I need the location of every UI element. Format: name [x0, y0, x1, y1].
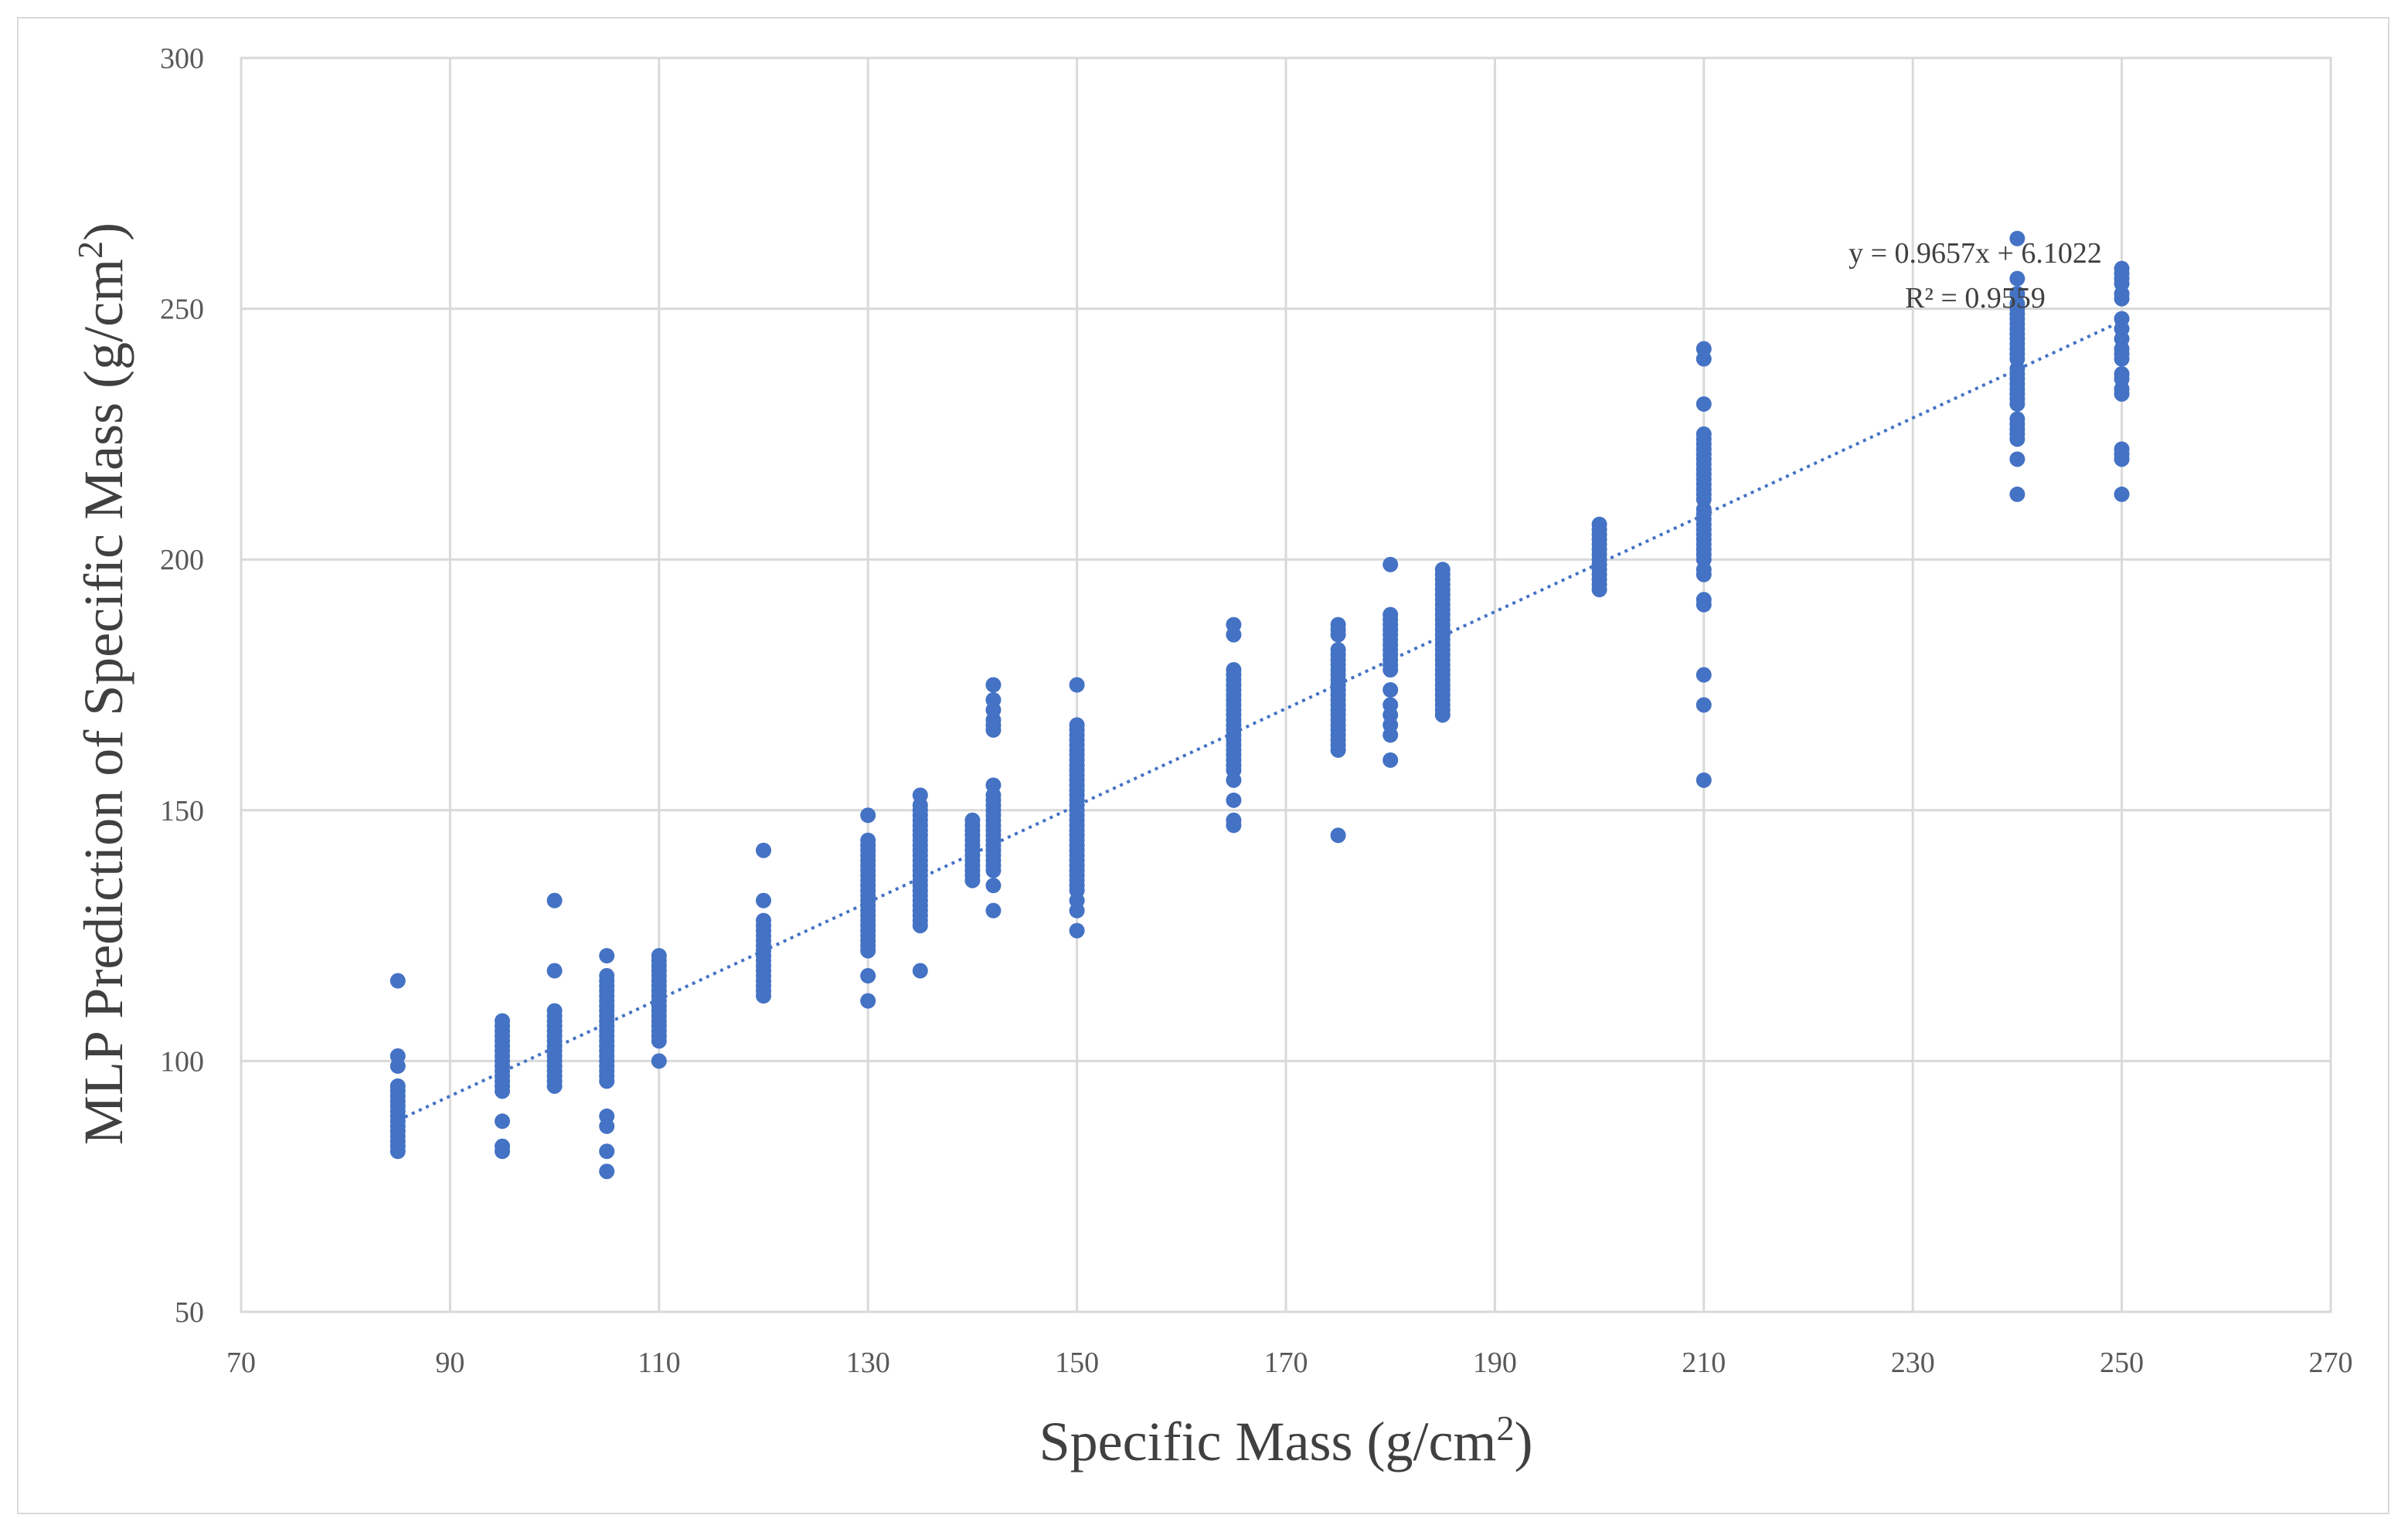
data-point [1695, 667, 1712, 683]
data-point [2009, 270, 2025, 287]
data-point [985, 902, 1002, 919]
data-point [985, 677, 1002, 693]
y-tick-label: 300 [160, 42, 204, 75]
data-point [912, 963, 928, 979]
data-point [1383, 606, 1399, 623]
data-point [756, 912, 771, 929]
trendline-r-squared: R² = 0.9559 [1905, 282, 2046, 314]
x-tick-label: 130 [846, 1347, 890, 1379]
data-point [2009, 286, 2025, 302]
data-point [599, 948, 615, 964]
data-point [495, 1138, 510, 1154]
chart-frame [17, 17, 2389, 1514]
data-point [1383, 697, 1399, 713]
data-point [1695, 426, 1712, 442]
data-point [2114, 441, 2130, 457]
data-point [1069, 922, 1085, 939]
data-point [964, 812, 981, 828]
x-tick-label: 190 [1473, 1347, 1517, 1379]
data-point [546, 1003, 563, 1019]
data-point [1383, 556, 1399, 572]
data-point [2009, 411, 2025, 427]
data-point [1695, 341, 1712, 357]
y-axis-title: MLP Prediction of Specific Mass (g/cm2) [70, 222, 134, 1145]
data-point [651, 948, 667, 964]
data-point [2114, 260, 2130, 277]
data-point [1226, 812, 1242, 828]
y-tick-label: 100 [160, 1045, 204, 1078]
data-point [2009, 230, 2025, 246]
data-points [389, 230, 2130, 1180]
x-tick-label: 250 [2100, 1347, 2144, 1379]
data-point [1330, 827, 1346, 844]
data-point [1069, 677, 1085, 693]
data-point [2009, 451, 2025, 467]
x-tick-label: 150 [1055, 1347, 1099, 1379]
data-point [1695, 772, 1712, 788]
data-point [1226, 792, 1242, 808]
data-point [389, 1078, 406, 1094]
x-tick-label: 90 [435, 1347, 464, 1379]
data-point [599, 1163, 615, 1180]
data-point [2009, 486, 2025, 502]
data-point [860, 832, 876, 848]
data-point [985, 777, 1002, 793]
data-point [756, 892, 771, 909]
data-point [860, 968, 876, 984]
data-point [389, 973, 406, 989]
data-point [756, 842, 771, 858]
data-point [1330, 617, 1346, 633]
data-point [860, 807, 876, 824]
data-point [1591, 516, 1607, 532]
data-point [1695, 592, 1712, 608]
data-point [546, 963, 563, 979]
x-tick-label: 210 [1682, 1347, 1726, 1379]
data-point [1226, 617, 1242, 633]
y-tick-label: 250 [160, 294, 204, 326]
data-point [2114, 486, 2130, 502]
x-tick-label: 70 [226, 1347, 256, 1379]
x-axis-ticks: 70 90 110 130 150 170 190 210 230 250 270 [226, 1347, 2353, 1379]
data-point [651, 1053, 667, 1069]
data-point [599, 1143, 615, 1160]
data-point [599, 1108, 615, 1124]
y-tick-label: 200 [160, 544, 204, 576]
data-point [1695, 697, 1712, 713]
data-point [599, 968, 615, 984]
y-tick-label: 50 [175, 1296, 204, 1329]
data-point [495, 1013, 510, 1029]
x-tick-label: 170 [1264, 1347, 1308, 1379]
data-point [389, 1048, 406, 1064]
x-tick-label: 230 [1891, 1347, 1935, 1379]
y-axis-ticks: 50 100 150 200 250 300 [160, 42, 204, 1329]
data-point [1330, 642, 1346, 658]
x-axis-title: Specific Mass (g/cm2) [1039, 1408, 1533, 1473]
data-point [1383, 681, 1399, 698]
y-tick-label: 150 [160, 795, 204, 827]
data-point [2114, 365, 2130, 382]
data-point [1383, 752, 1399, 768]
data-point [546, 892, 563, 909]
x-tick-label: 110 [638, 1347, 681, 1379]
plot-area [240, 56, 2332, 1313]
data-point [860, 993, 876, 1009]
data-point [1069, 717, 1085, 733]
data-point [1695, 396, 1712, 412]
data-point [495, 1113, 510, 1129]
data-point [985, 691, 1002, 708]
data-point [985, 878, 1002, 894]
data-point [1226, 662, 1242, 678]
x-tick-label: 270 [2309, 1347, 2353, 1379]
trendline-equation: y = 0.9657x + 6.1022 [1849, 237, 2102, 270]
data-point [912, 787, 928, 803]
data-point [1434, 562, 1451, 578]
